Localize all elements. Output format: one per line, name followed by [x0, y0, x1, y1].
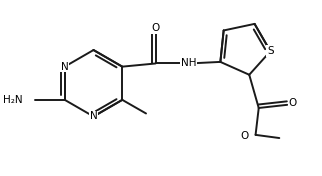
- Text: N: N: [90, 111, 97, 121]
- Text: H₂N: H₂N: [3, 95, 23, 105]
- Text: S: S: [267, 46, 274, 56]
- Text: O: O: [289, 98, 297, 108]
- Text: N: N: [61, 62, 69, 72]
- Text: O: O: [151, 23, 160, 33]
- Text: O: O: [240, 131, 249, 142]
- Text: NH: NH: [181, 58, 196, 68]
